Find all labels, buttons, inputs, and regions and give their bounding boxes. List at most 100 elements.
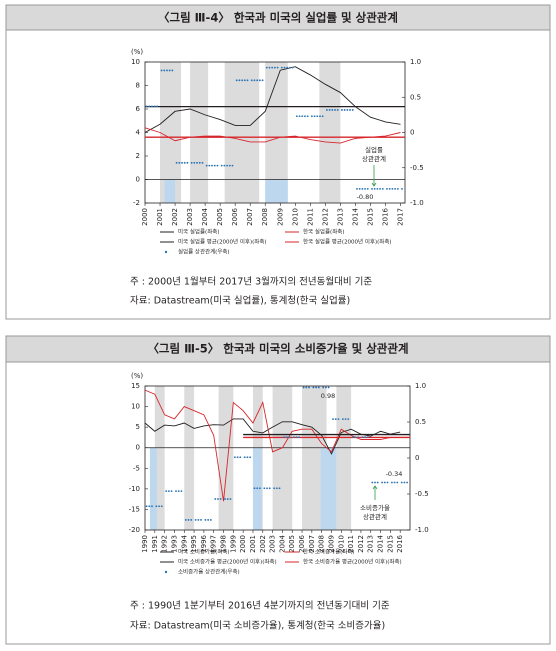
x-tick-label: 2004 [278,534,286,552]
x-tick-label: 2009 [327,535,335,553]
x-tick-label: 2009 [276,208,284,226]
y-tick-label: 0 [136,444,140,452]
y-tick-label: -5 [133,464,140,472]
shaded-period [319,62,341,203]
title-bar [5,335,551,363]
legend-label: 한국 소비증가율(좌축) [303,548,355,556]
x-tick-label: 2001 [249,535,257,553]
y2-tick-label: 0.5 [415,418,426,426]
legend-swatch [164,250,168,254]
shaded-period [154,386,165,530]
x-tick-label: 2011 [347,535,355,553]
y-tick-label: -20 [129,526,140,534]
shaded-period [272,386,293,530]
x-tick-label: 2011 [306,208,314,226]
x-tick-label: 2000 [141,208,149,226]
x-tick-label: 1997 [210,535,218,553]
x-tick-label: 2006 [231,207,239,225]
x-tick-label: 2002 [171,208,179,226]
line-series [144,66,401,133]
y-tick-label: 6 [136,105,141,113]
y2-tick-label: -1.0 [415,526,429,534]
x-tick-label: 2005 [216,208,224,226]
x-tick-label: 1995 [190,535,198,553]
y-tick-label: -10 [129,485,140,493]
y-tick-label: -2 [133,199,140,207]
x-tick-label: 1998 [220,535,228,553]
shaded-period [336,386,352,530]
x-tick-label: 2010 [337,535,345,553]
x-tick-label: 1999 [229,535,237,553]
line-series [144,418,401,455]
x-tick-label: 2016 [396,534,404,552]
y-unit: (%) [131,372,143,380]
y2-tick-label: 1.0 [410,58,421,66]
x-tick-label: 2012 [321,208,329,226]
shaded-period [224,62,260,203]
shaded-period [218,386,234,530]
x-tick-label: 2007 [246,208,254,226]
note: 주 : 2000년 1월부터 2017년 3월까지의 전년동월대비 기준 [130,276,372,288]
legend-label: 미국 소비증가율(좌축) [178,548,230,556]
x-tick-label: 2007 [308,535,316,553]
x-tick-label: 1993 [170,535,178,553]
x-tick-label: 2000 [239,535,247,553]
highlight-period [164,179,176,203]
x-tick-label: 2006 [298,534,306,552]
shaded-period [190,62,209,203]
x-tick-label: 1992 [161,535,169,553]
y2-tick-label: 0 [415,454,419,462]
annotation: 소비증가율 [360,503,390,512]
shaded-period [160,62,182,203]
x-tick-label: 2003 [186,208,194,226]
x-tick-label: 2003 [269,535,277,553]
x-tick-label: 1994 [180,534,188,552]
x-tick-label: 1996 [200,534,208,552]
title-bar [5,4,551,31]
y-tick-label: 5 [136,423,140,431]
y-tick-label: -15 [129,505,140,513]
note: 주 : 1990년 1분기부터 2016년 4분기까지의 전년동기대비 기준 [130,601,390,612]
x-tick-label: 2013 [336,208,344,226]
y2-tick-label: -1.0 [410,199,424,207]
y-tick-label: 10 [131,403,140,411]
x-tick-label: 1990 [141,535,149,553]
highlight-period [149,447,157,530]
x-tick-label: 2010 [291,208,299,226]
y-tick-label: 8 [136,82,140,90]
legend-label: 미국 실업률(좌축) [178,228,219,236]
annotation-arrowhead [372,485,378,490]
annotation: 0.98 [321,392,335,400]
x-tick-label: 2014 [351,207,359,225]
y-tick-label: 0 [136,176,140,184]
annotation: -0.34 [386,470,403,478]
y2-tick-label: -0.5 [415,490,429,498]
highlight-period [265,179,288,203]
x-tick-label: 2017 [396,208,404,226]
x-tick-label: 2016 [381,207,389,225]
x-tick-label: 2004 [201,207,209,225]
x-tick-label: 2013 [367,535,375,553]
annotation: -0.80 [357,193,374,201]
x-tick-label: 2015 [386,535,394,553]
x-tick-label: 2015 [366,208,374,226]
source: 자료: Datastream(미국 소비증가율), 통계청(한국 소비증가율) [130,620,385,632]
shaded-period [265,62,288,203]
shaded-period [184,386,195,530]
y2-tick-label: 0.5 [410,93,421,101]
figure-title: 〈그림 Ⅲ-4〉 한국과 미국의 실업률 및 상관관계 [158,11,398,25]
y-unit: (%) [131,48,143,56]
x-tick-label: 2014 [377,534,385,552]
figure-title: 〈그림 Ⅲ-5〉 한국과 미국의 소비증가율 및 상관관계 [147,342,408,356]
y-tick-label: 10 [131,58,140,66]
x-tick-label: 1991 [151,535,159,553]
annotation: 상관관계 [362,154,386,163]
source: 자료: Datastream(미국 실업률), 통계청(한국 실업률) [130,295,350,307]
x-tick-label: 2002 [259,535,267,553]
y2-tick-label: 1.0 [415,382,426,390]
y2-tick-label: 0 [410,129,414,137]
x-tick-label: 2001 [156,208,164,226]
legend-label: 한국 실업률(좌축) [303,228,344,236]
legend-label: 한국 실업률 평균(2000년 이후)(좌축) [303,238,392,246]
